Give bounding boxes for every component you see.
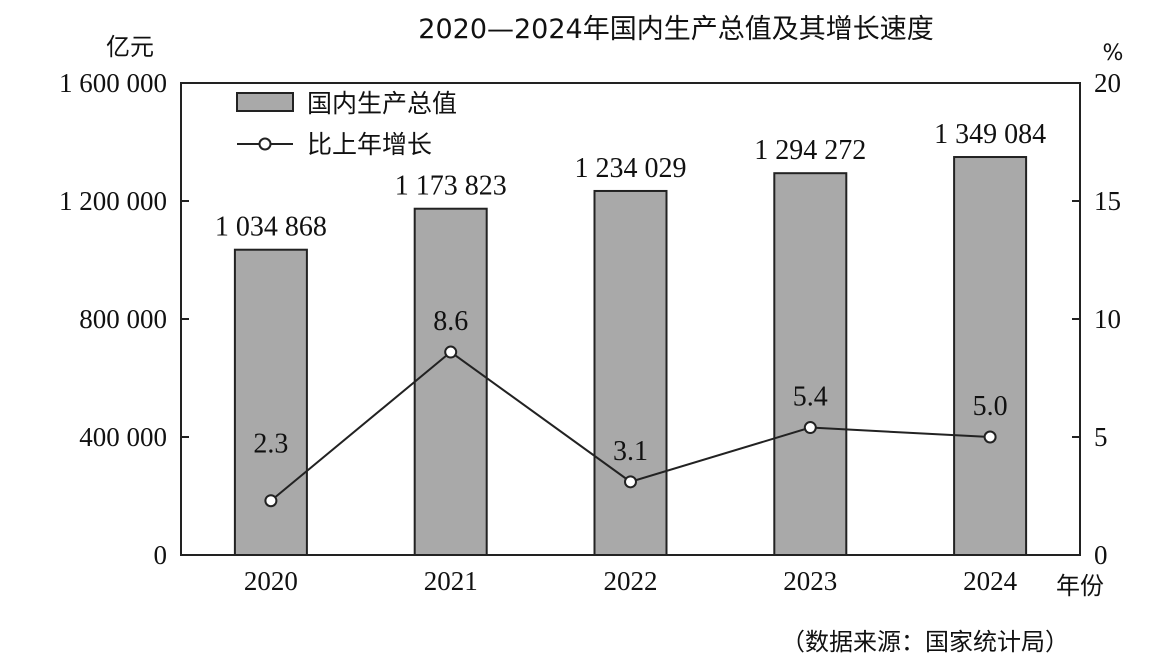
growth-point-2021 xyxy=(444,345,458,359)
x-tick-label: 2022 xyxy=(604,566,658,596)
growth-point-2024 xyxy=(983,430,997,444)
x-tick-label: 2021 xyxy=(424,566,478,596)
x-tick-label: 2020 xyxy=(244,566,298,596)
y2-tick-label: 5 xyxy=(1094,422,1108,452)
growth-point-2023 xyxy=(803,421,817,435)
bar-2020 xyxy=(233,248,308,557)
legend: 国内生产总值 比上年增长 xyxy=(236,89,457,159)
growth-value-label: 5.4 xyxy=(793,382,828,413)
bar-2022 xyxy=(593,189,668,556)
x-axis-label: 年份 xyxy=(1056,572,1104,600)
y-tick-label: 800 000 xyxy=(79,304,167,334)
bar-value-label: 1 294 272 xyxy=(754,135,866,166)
bar-value-label: 1 173 823 xyxy=(395,171,507,202)
legend-bar-label: 国内生产总值 xyxy=(307,89,457,118)
y2-axis-label: % xyxy=(1103,41,1124,66)
x-tick-label: 2023 xyxy=(783,566,837,596)
bar-2023 xyxy=(773,172,848,556)
growth-value-label: 8.6 xyxy=(433,306,468,337)
growth-point-2020 xyxy=(264,494,278,508)
y2-tick-label: 10 xyxy=(1094,304,1121,334)
bar-value-label: 1 349 084 xyxy=(934,119,1046,150)
y2-tick-label: 15 xyxy=(1094,186,1121,216)
y-axis-label: 亿元 xyxy=(106,33,154,61)
y-tick-label: 1 600 000 xyxy=(59,68,167,98)
growth-value-label: 2.3 xyxy=(253,429,288,460)
bar-value-label: 1 234 029 xyxy=(575,153,687,184)
x-tick-label: 2024 xyxy=(963,566,1018,596)
bar-2021 xyxy=(413,207,488,556)
chart-title: 2020—2024年国内生产总值及其增长速度 xyxy=(418,14,933,45)
bar-2024 xyxy=(953,156,1028,556)
bar-value-label: 1 034 868 xyxy=(215,212,327,243)
y2-tick-label: 20 xyxy=(1094,68,1121,98)
legend-line-label: 比上年增长 xyxy=(307,130,432,159)
y2-tick-label: 0 xyxy=(1094,540,1108,570)
y-tick-label: 0 xyxy=(154,540,168,570)
y-tick-label: 1 200 000 xyxy=(59,186,167,216)
source-note: （数据来源：国家统计局） xyxy=(781,628,1069,656)
growth-value-label: 5.0 xyxy=(973,391,1008,422)
growth-point-2022 xyxy=(624,475,637,489)
growth-value-label: 3.1 xyxy=(613,436,648,467)
y-tick-label: 400 000 xyxy=(79,422,167,452)
legend-bar-swatch xyxy=(236,92,294,112)
legend-line-marker xyxy=(258,137,272,151)
